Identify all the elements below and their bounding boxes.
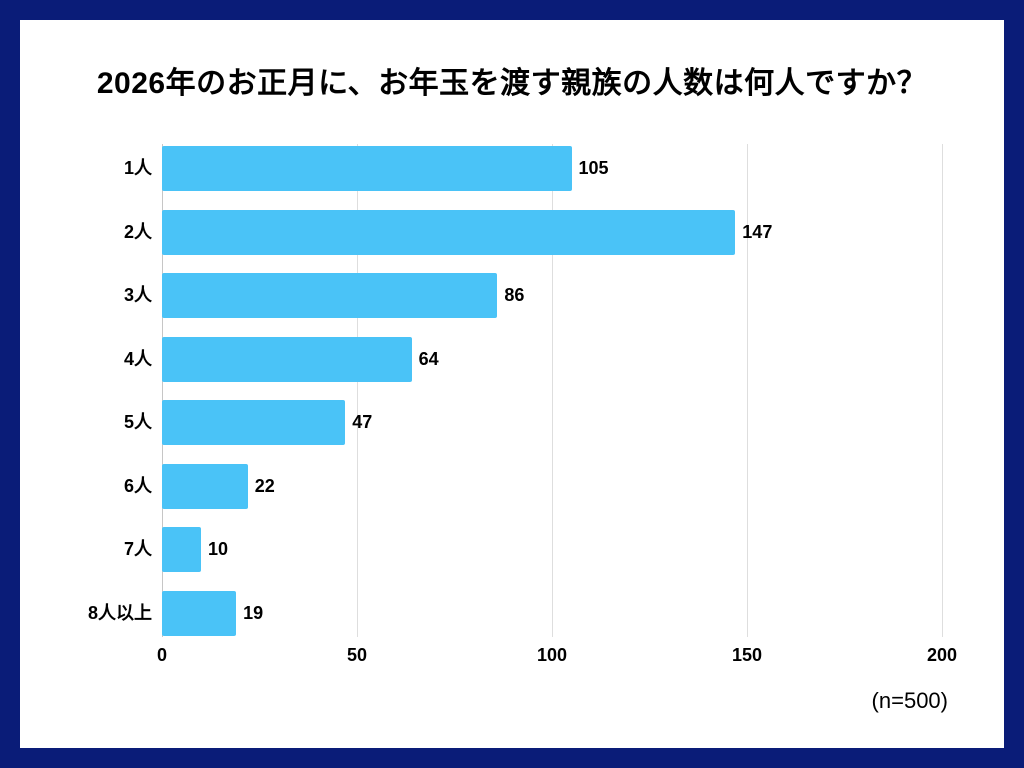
gridline xyxy=(942,144,943,637)
bar xyxy=(162,209,736,255)
bar-value-label: 105 xyxy=(578,158,609,178)
bar-value-label: 22 xyxy=(254,475,275,496)
gridline xyxy=(357,144,358,637)
bar-value-label: 47 xyxy=(352,412,373,432)
x-tick-label: 100 xyxy=(536,645,568,665)
category-label: 3人 xyxy=(123,285,152,305)
bar xyxy=(162,146,572,191)
y-axis-line xyxy=(162,144,163,637)
bar xyxy=(162,463,248,509)
sample-size-note: (n=500) xyxy=(871,688,948,713)
x-tick-label: 50 xyxy=(346,645,368,665)
bar xyxy=(162,336,412,382)
bar xyxy=(162,400,346,445)
x-tick-label: 200 xyxy=(926,645,958,665)
bar xyxy=(162,527,201,572)
bar-value-label: 86 xyxy=(504,285,525,305)
category-label: 1人 xyxy=(123,158,152,178)
bar-chart: 0 50 100 150 200 1人 105 2人 147 3人 86 4人 64 5人 47 6人 22 7人… xyxy=(20,144,1004,684)
x-tick-label: 0 xyxy=(156,645,167,665)
category-label: 7人 xyxy=(123,539,152,559)
x-tick-label: 150 xyxy=(731,645,763,665)
category-label: 4人 xyxy=(123,348,152,369)
gridline xyxy=(552,144,553,637)
bar xyxy=(162,273,498,318)
category-label: 8人以上 xyxy=(87,602,152,623)
category-label: 2人 xyxy=(123,221,152,242)
bar-value-label: 147 xyxy=(742,221,773,242)
bar-value-label: 19 xyxy=(243,602,264,623)
chart-title: 2026年のお正月に、お年玉を渡す親族の人数は何人ですか？ xyxy=(96,67,928,100)
bar-value-label: 10 xyxy=(208,539,229,559)
chart-card: 2026年のお正月に、お年玉を渡す親族の人数は何人ですか？ 0 50 100 150 2… xyxy=(20,20,1004,748)
category-label: 5人 xyxy=(123,412,152,432)
bar xyxy=(162,590,237,636)
gridline xyxy=(747,144,748,637)
bar-value-label: 64 xyxy=(418,348,439,369)
category-label: 6人 xyxy=(123,475,152,496)
